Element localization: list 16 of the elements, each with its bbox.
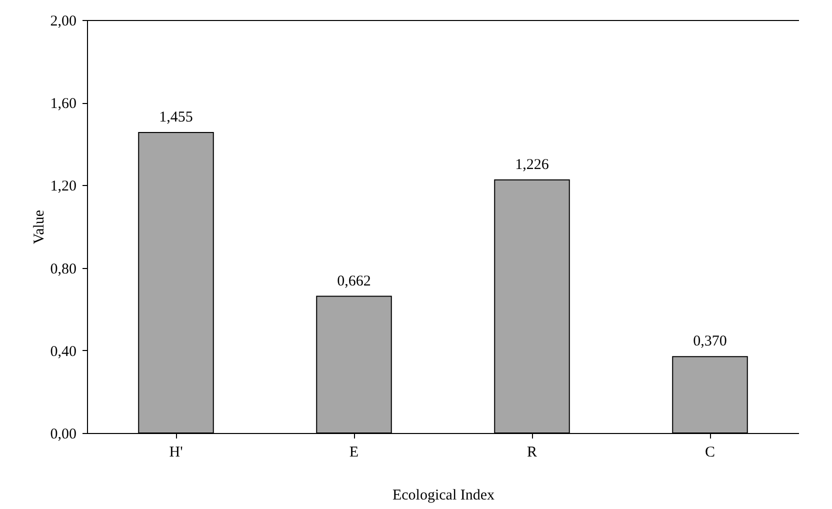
data-label: 0,662	[337, 273, 371, 290]
x-tick-label: R	[526, 444, 538, 460]
data-label: 1,226	[515, 156, 550, 173]
x-tick-label: H'	[169, 444, 184, 460]
y-tick-label: 0,40	[50, 344, 76, 360]
x-tick-label: E	[349, 444, 359, 460]
y-tick-label: 0,00	[50, 426, 76, 442]
data-label: 1,455	[159, 110, 193, 126]
x-axis-title: Ecological Index	[392, 488, 496, 504]
y-tick-label: 1,60	[50, 96, 76, 112]
data-label: 0,370	[693, 334, 727, 350]
y-tick-label: 0,80	[50, 261, 76, 278]
y-axis-title: Value	[31, 210, 48, 244]
x-tick-label: C	[704, 444, 716, 460]
y-tick-label: 2,00	[50, 14, 76, 30]
y-tick-label: 1,20	[50, 178, 76, 195]
